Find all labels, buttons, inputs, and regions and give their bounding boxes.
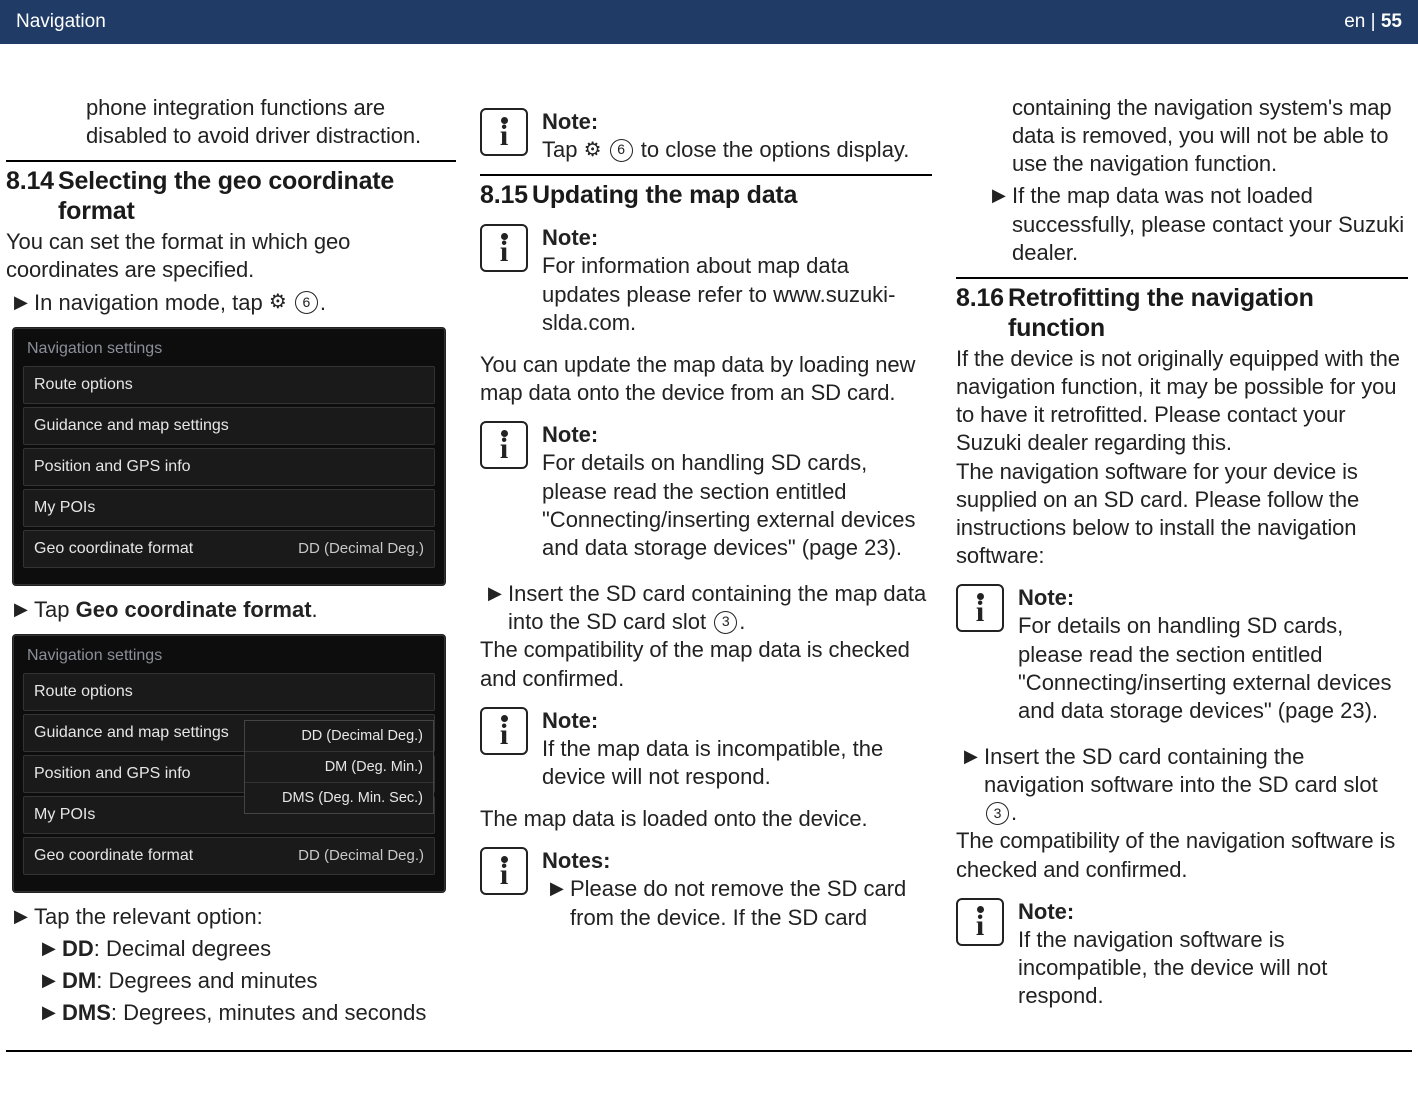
para: The map data is loaded onto the device. — [480, 805, 932, 833]
menu-row: Route options — [23, 366, 435, 404]
section-8-14-heading: 8.14 Selecting the geo coordinate format — [6, 166, 456, 226]
section-intro: You can set the format in which geo coor… — [6, 228, 456, 284]
section-8-15-heading: 8.15 Updating the map data — [480, 180, 932, 210]
sub-step: ▶ DM: Degrees and minutes — [6, 967, 456, 995]
section-8-16-heading: 8.16 Retrofitting the navigation functio… — [956, 283, 1408, 343]
info-icon: i — [480, 421, 528, 469]
arrow-icon: ▶ — [542, 875, 570, 903]
column-3: containing the navigation system's map d… — [952, 94, 1408, 1028]
menu-row-geo: Geo coordinate format DD (Decimal Deg.) — [23, 530, 435, 568]
step: ▶ Insert the SD card containing the navi… — [956, 743, 1408, 827]
arrow-icon: ▶ — [6, 289, 34, 317]
continuation-para: containing the navigation system's map d… — [956, 94, 1408, 178]
info-icon: i — [480, 108, 528, 156]
continuation-para: phone integration functions are disabled… — [6, 94, 456, 150]
note-block: i Note: If the map data is incompatible,… — [480, 707, 932, 791]
format-popup: DD (Decimal Deg.) DM (Deg. Min.) DMS (De… — [244, 720, 434, 814]
note-step: ▶ If the map data was not loaded success… — [956, 182, 1408, 266]
menu-row: Position and GPS info — [23, 448, 435, 486]
note-block: i Note: If the navigation software is in… — [956, 898, 1408, 1011]
para: You can update the map data by loading n… — [480, 351, 932, 407]
arrow-icon: ▶ — [6, 903, 34, 931]
section-rule — [6, 160, 456, 162]
sub-step: ▶ DD: Decimal degrees — [6, 935, 456, 963]
ref-circle-6: 6 — [295, 291, 318, 314]
step: ▶ Tap the relevant option: — [6, 903, 456, 931]
arrow-icon: ▶ — [34, 935, 62, 963]
arrow-icon: ▶ — [34, 999, 62, 1027]
section-rule — [480, 174, 932, 176]
para: The compatibility of the map data is che… — [480, 636, 932, 692]
arrow-icon: ▶ — [480, 580, 508, 608]
screenshot-nav-settings-2: Navigation settings Route options Guidan… — [12, 634, 446, 893]
gear-icon: ⚙ — [269, 290, 287, 316]
arrow-icon: ▶ — [956, 743, 984, 771]
note-block: i Note: For details on handling SD cards… — [480, 421, 932, 562]
info-icon: i — [956, 898, 1004, 946]
step: ▶ Insert the SD card containing the map … — [480, 580, 932, 636]
para: The navigation software for your device … — [956, 458, 1408, 571]
content-columns: phone integration functions are disabled… — [0, 44, 1418, 1028]
arrow-icon: ▶ — [6, 596, 34, 624]
para: If the device is not originally equipped… — [956, 345, 1408, 458]
note-block: i Note: For information about map data u… — [480, 224, 932, 337]
arrow-icon: ▶ — [34, 967, 62, 995]
header-title: Navigation — [16, 11, 106, 33]
ref-circle-6: 6 — [610, 139, 633, 162]
info-icon: i — [480, 224, 528, 272]
header-page-ref: en | 55 — [1344, 11, 1402, 33]
column-2: i Note: Tap ⚙ 6 to close the options dis… — [476, 94, 932, 1028]
menu-row: Guidance and map settings — [23, 407, 435, 445]
note-block: i Note: Tap ⚙ 6 to close the options dis… — [480, 108, 932, 164]
menu-row-geo: Geo coordinate format DD (Decimal Deg.) — [23, 837, 435, 875]
section-rule — [956, 277, 1408, 279]
screenshot-nav-settings-1: Navigation settings Route options Guidan… — [12, 327, 446, 586]
note-step: ▶ Please do not remove the SD card from … — [542, 875, 932, 931]
menu-row: My POIs — [23, 489, 435, 527]
ref-circle-3: 3 — [714, 611, 737, 634]
column-1: phone integration functions are disabled… — [0, 94, 456, 1028]
menu-row: Route options — [23, 673, 435, 711]
gear-icon: ⚙ — [584, 138, 602, 164]
page-header: Navigation en | 55 — [0, 0, 1418, 44]
footer-rule — [6, 1050, 1412, 1052]
para: The compatibility of the navigation soft… — [956, 827, 1408, 883]
screenshot-wrap: Navigation settings Route options Guidan… — [6, 634, 456, 893]
info-icon: i — [480, 847, 528, 895]
note-block: i Notes: ▶ Please do not remove the SD c… — [480, 847, 932, 931]
step: ▶ Tap Geo coordinate format. — [6, 596, 456, 624]
ref-circle-3: 3 — [986, 802, 1009, 825]
note-block: i Note: For details on handling SD cards… — [956, 584, 1408, 725]
step: ▶ In navigation mode, tap ⚙ 6. — [6, 289, 456, 317]
sub-step: ▶ DMS: Degrees, minutes and seconds — [6, 999, 456, 1027]
info-icon: i — [956, 584, 1004, 632]
info-icon: i — [480, 707, 528, 755]
arrow-icon: ▶ — [984, 182, 1012, 210]
